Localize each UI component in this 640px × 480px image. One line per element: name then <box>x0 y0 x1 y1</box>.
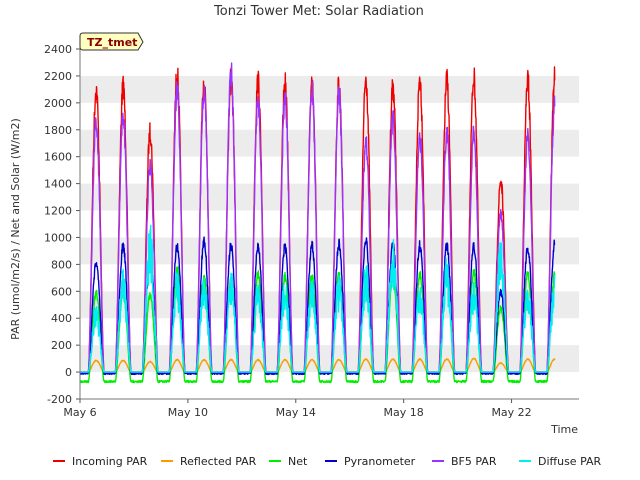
y-tick-label: 400 <box>51 312 72 325</box>
y-tick-label: 2000 <box>44 97 72 110</box>
y-tick-label: -200 <box>47 393 72 406</box>
legend-label: BF5 PAR <box>451 455 497 468</box>
legend-item: BF5 PAR <box>432 455 497 468</box>
chart-title: Tonzi Tower Met: Solar Radiation <box>213 4 424 19</box>
y-tick-label: 1600 <box>44 151 72 164</box>
grid-band <box>80 129 579 157</box>
legend-item: Net <box>269 455 308 468</box>
legend-label: Pyranometer <box>344 455 416 468</box>
x-tick-label: May 14 <box>276 406 316 419</box>
x-tick-label: May 22 <box>491 406 531 419</box>
y-tick-label: 1800 <box>44 124 72 137</box>
x-tick-label: May 18 <box>384 406 424 419</box>
x-tick-label: May 6 <box>63 406 96 419</box>
y-axis: -200 0 200 400 600 800 1000 1200 1400 1600 1800 200… <box>44 43 81 406</box>
grid-band <box>80 183 579 211</box>
legend-item: Pyranometer <box>325 455 416 468</box>
y-axis-label: PAR (umol/m2/s) / Net and Solar (W/m2) <box>9 118 22 340</box>
series-line <box>80 224 556 373</box>
y-tick-label: 1200 <box>44 205 72 218</box>
legend-label: Reflected PAR <box>180 455 257 468</box>
legend-label: Incoming PAR <box>72 455 148 468</box>
series-line <box>80 236 556 376</box>
y-tick-label: 2200 <box>44 70 72 83</box>
y-tick-label: 1400 <box>44 178 72 191</box>
y-tick-label: 2400 <box>44 43 72 56</box>
x-axis: May 6 May 10 May 14 May 18 May 22 <box>63 398 579 419</box>
grid-band <box>80 237 579 265</box>
y-tick-label: 1000 <box>44 231 72 244</box>
station-badge: TZ_tmet <box>79 32 144 51</box>
y-tick-label: 200 <box>51 339 72 352</box>
legend: Incoming PAR Reflected PAR Net Pyranometer B… <box>53 455 602 468</box>
y-tick-label: 0 <box>65 366 72 379</box>
legend-item: Incoming PAR <box>53 455 148 468</box>
y-tick-label: 800 <box>51 258 72 271</box>
legend-label: Diffuse PAR <box>538 455 602 468</box>
legend-label: Net <box>288 455 308 468</box>
series-lines <box>80 62 556 384</box>
x-tick-label: May 10 <box>168 406 208 419</box>
legend-item: Diffuse PAR <box>519 455 602 468</box>
y-tick-label: 600 <box>51 285 72 298</box>
x-axis-label: Time <box>550 423 578 436</box>
grid-band <box>80 75 579 103</box>
legend-item: Reflected PAR <box>161 455 257 468</box>
station-badge-label: TZ_tmet <box>87 36 137 49</box>
